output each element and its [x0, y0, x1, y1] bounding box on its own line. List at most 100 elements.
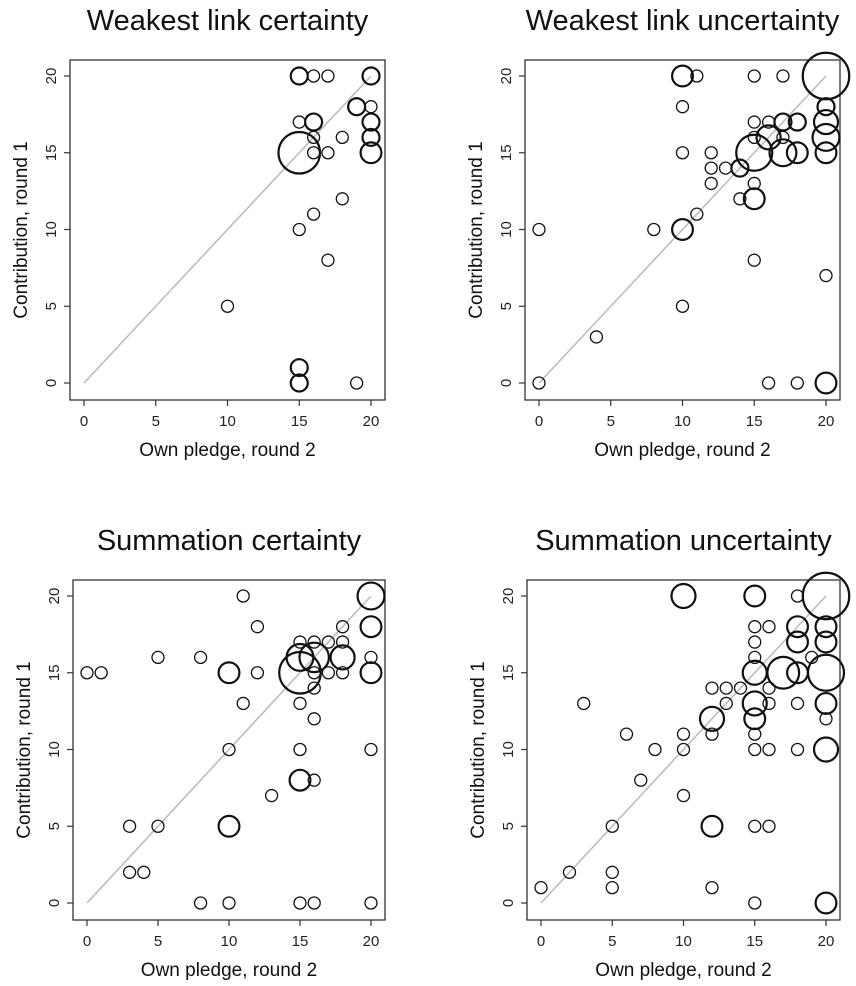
data-point	[619, 727, 634, 741]
data-point	[790, 742, 805, 757]
data-point	[690, 207, 704, 221]
data-point	[812, 736, 840, 763]
data-point	[718, 161, 733, 175]
y-tick-label: 10	[46, 741, 63, 758]
data-point	[264, 788, 279, 803]
data-point	[790, 376, 804, 390]
x-tick-label: 15	[746, 413, 763, 430]
chart-title: Summation certainty	[97, 525, 362, 557]
y-tick-label: 20	[43, 68, 60, 85]
data-point	[814, 141, 838, 165]
data-point	[321, 635, 336, 649]
data-point	[785, 141, 809, 165]
data-point	[811, 122, 841, 152]
data-point	[589, 330, 604, 344]
y-axis-label: Contribution, round 1	[14, 661, 35, 838]
data-point	[605, 881, 619, 895]
data-point	[250, 666, 265, 680]
data-point	[335, 620, 350, 634]
data-point	[768, 138, 798, 168]
data-point	[364, 100, 378, 114]
y-tick-label: 20	[500, 588, 517, 605]
x-tick-label: 20	[363, 413, 380, 430]
data-point	[193, 650, 208, 665]
y-tick-label: 20	[46, 588, 63, 605]
x-axis-label: Own pledge, round 2	[595, 960, 771, 981]
data-point	[534, 881, 548, 895]
x-tick-label: 10	[221, 933, 238, 950]
data-point	[321, 146, 335, 160]
data-point	[735, 133, 774, 172]
data-point	[676, 727, 691, 741]
chart-panel-3: Summation certainty 0 5 10 15 20 0 5 10 15 20 Own p…	[14, 525, 386, 981]
data-point	[704, 176, 718, 191]
reference-line	[538, 75, 827, 384]
data-point	[532, 376, 546, 390]
data-point	[361, 112, 381, 132]
data-point	[349, 376, 364, 390]
x-tick-label: 0	[83, 933, 91, 950]
data-point	[671, 218, 694, 241]
x-tick-label: 20	[363, 933, 380, 950]
data-point	[773, 112, 793, 132]
data-point	[321, 253, 335, 267]
data-point	[741, 690, 768, 717]
data-point	[748, 727, 762, 741]
data-point	[786, 630, 809, 654]
data-point	[151, 819, 165, 833]
x-tick-label: 5	[608, 933, 616, 950]
data-point	[648, 742, 662, 757]
chart-title: Weakest link uncertainty	[526, 5, 840, 37]
data-point	[288, 768, 312, 792]
y-axis-label: Contribution, round 1	[468, 661, 489, 838]
x-tick-label: 15	[292, 933, 309, 950]
data-point	[762, 681, 776, 695]
x-axis-label: Own pledge, round 2	[139, 440, 315, 461]
data-point	[748, 620, 762, 634]
data-point	[730, 158, 750, 178]
data-point	[806, 653, 846, 692]
data-point	[675, 299, 690, 313]
data-point	[705, 681, 719, 695]
x-tick-label: 15	[746, 933, 763, 950]
data-point	[335, 130, 349, 145]
data-point	[733, 681, 748, 695]
data-point	[698, 705, 726, 732]
data-point	[293, 742, 307, 757]
data-point	[347, 97, 367, 117]
data-point	[137, 865, 151, 879]
data-point	[605, 819, 619, 833]
y-tick-label: 15	[498, 144, 515, 161]
data-point	[814, 891, 838, 915]
data-point	[676, 742, 691, 757]
data-point	[364, 742, 378, 757]
data-point	[719, 681, 733, 695]
data-point	[532, 222, 546, 237]
data-point	[762, 819, 776, 833]
y-axis-label: Contribution, round 1	[11, 141, 32, 318]
data-point	[605, 865, 619, 879]
reference-line	[83, 75, 372, 384]
y-tick-label: 10	[500, 741, 517, 758]
data-point	[222, 896, 236, 910]
x-tick-label: 5	[154, 933, 162, 950]
data-point	[705, 727, 719, 741]
x-tick-label: 5	[607, 413, 615, 430]
data-point	[634, 773, 648, 787]
data-point	[306, 146, 321, 160]
data-point	[670, 582, 697, 610]
data-point	[193, 896, 208, 910]
data-point	[222, 742, 236, 757]
data-point	[747, 69, 761, 83]
data-point	[307, 712, 321, 726]
data-point	[690, 69, 704, 83]
data-point	[304, 112, 324, 132]
data-point	[122, 865, 137, 879]
data-point	[742, 187, 766, 211]
x-tick-label: 10	[675, 933, 692, 950]
data-point	[361, 66, 381, 86]
y-tick-label: 15	[500, 664, 517, 681]
data-point	[719, 696, 733, 711]
data-point	[787, 112, 807, 132]
